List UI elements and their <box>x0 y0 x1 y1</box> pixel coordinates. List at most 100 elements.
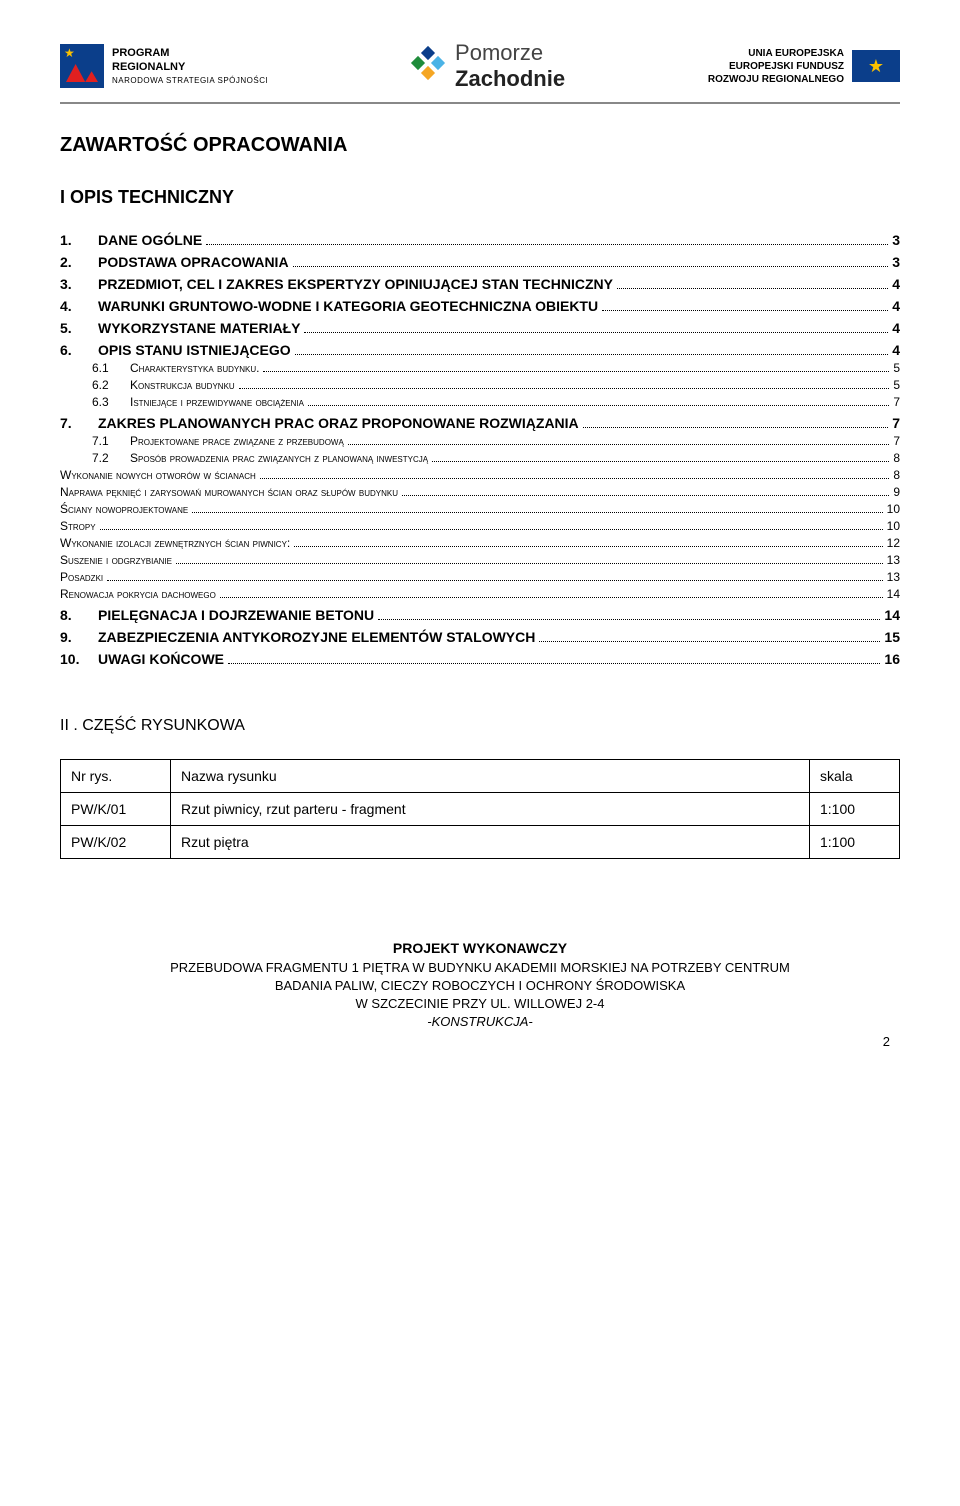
toc-entry: Ściany nowoprojektowane10 <box>60 502 900 516</box>
toc-leader-dots <box>295 354 889 355</box>
logo-left-sub: NARODOWA STRATEGIA SPÓJNOŚCI <box>112 76 268 85</box>
table-cell: PW/K/02 <box>61 826 171 859</box>
eu-line1: UNIA EUROPEJSKA <box>708 47 844 60</box>
toc-label: ZAKRES PLANOWANYCH PRAC ORAZ PROPONOWANE… <box>98 415 579 431</box>
toc-leader-dots <box>617 288 888 289</box>
footer-line3: W SZCZECINIE PRZY UL. WILLOWEJ 2-4 <box>60 995 900 1013</box>
toc-page: 8 <box>893 468 900 482</box>
table-header-scale: skala <box>810 760 900 793</box>
toc-page: 3 <box>892 232 900 248</box>
toc-page: 13 <box>887 570 900 584</box>
table-of-contents: 1.DANE OGÓLNE32.PODSTAWA OPRACOWANIA33.P… <box>60 232 900 667</box>
toc-entry: 9. ZABEZPIECZENIA ANTYKOROZYJNE ELEMENTÓW… <box>60 629 900 645</box>
toc-label: ZABEZPIECZENIA ANTYKOROZYJNE ELEMENTÓW S… <box>98 629 535 645</box>
toc-page: 9 <box>893 485 900 499</box>
table-header-nr: Nr rys. <box>61 760 171 793</box>
toc-label: OPIS STANU ISTNIEJĄCEGO <box>98 342 291 358</box>
toc-number: 3. <box>60 276 88 292</box>
logo-mid-text: Pomorze Zachodnie <box>455 40 565 92</box>
section-1-title: I OPIS TECHNICZNY <box>60 187 900 208</box>
toc-entry: 8. PIELĘGNACJA I DOJRZEWANIE BETONU 14 <box>60 607 900 623</box>
toc-entry: 1.DANE OGÓLNE3 <box>60 232 900 248</box>
table-cell: 1:100 <box>810 793 900 826</box>
toc-label: Wykonanie izolacji zewnętrznych ścian pi… <box>60 536 290 550</box>
footer-title: PROJEKT WYKONAWCZY <box>60 939 900 959</box>
toc-leader-dots <box>239 388 890 389</box>
table-header-name: Nazwa rysunku <box>171 760 810 793</box>
drawings-table: Nr rys. Nazwa rysunku skala PW/K/01 Rzut… <box>60 759 900 859</box>
toc-entry: 6.1Charakterystyka budynku.5 <box>60 361 900 375</box>
toc-number: 2. <box>60 254 88 270</box>
toc-page: 3 <box>892 254 900 270</box>
page-title: ZAWARTOŚĆ OPRACOWANIA <box>60 134 900 157</box>
toc-entry: Stropy10 <box>60 519 900 533</box>
toc-leader-dots <box>539 641 880 642</box>
toc-leader-dots <box>378 619 880 620</box>
toc-label: DANE OGÓLNE <box>98 232 202 248</box>
toc-page: 15 <box>884 629 900 645</box>
toc-leader-dots <box>304 332 888 333</box>
toc-page: 4 <box>892 320 900 336</box>
toc-page: 16 <box>884 651 900 667</box>
toc-leader-dots <box>583 427 889 428</box>
eu-flag-icon: ★ <box>852 50 900 82</box>
table-cell: Rzut piwnicy, rzut parteru - fragment <box>171 793 810 826</box>
toc-page: 8 <box>893 451 900 465</box>
toc-page: 14 <box>884 607 900 623</box>
footer-line1: PRZEBUDOWA FRAGMENTU 1 PIĘTRA W BUDYNKU … <box>60 959 900 977</box>
toc-page: 5 <box>893 378 900 392</box>
toc-entry: 5.WYKORZYSTANE MATERIAŁY4 <box>60 320 900 336</box>
logo-pomorze-zachodnie: Pomorze Zachodnie <box>411 40 565 92</box>
toc-number: 7.2 <box>92 451 120 465</box>
toc-page: 14 <box>887 587 900 601</box>
toc-leader-dots <box>308 405 889 406</box>
toc-leader-dots <box>263 371 889 372</box>
table-cell: Rzut piętra <box>171 826 810 859</box>
toc-entry: 7.2 Sposób prowadzenia prac związanych z … <box>60 451 900 465</box>
toc-page: 7 <box>892 415 900 431</box>
footer-konstrukcja: -KONSTRUKCJA- <box>60 1013 900 1031</box>
table-cell: 1:100 <box>810 826 900 859</box>
toc-label: PRZEDMIOT, CEL I ZAKRES EKSPERTYZY OPINI… <box>98 276 613 292</box>
logo-right-text: UNIA EUROPEJSKA EUROPEJSKI FUNDUSZ ROZWO… <box>708 47 844 86</box>
toc-entry: Renowacja pokrycia dachowego 14 <box>60 587 900 601</box>
footer-line2: BADANIA PALIW, CIECZY ROBOCZYCH I OCHRON… <box>60 977 900 995</box>
toc-leader-dots <box>293 266 889 267</box>
toc-label: PODSTAWA OPRACOWANIA <box>98 254 289 270</box>
page-footer: PROJEKT WYKONAWCZY PRZEBUDOWA FRAGMENTU … <box>60 939 900 1052</box>
toc-leader-dots <box>220 597 883 598</box>
pomorze-icon <box>411 48 447 84</box>
toc-page: 10 <box>887 519 900 533</box>
toc-leader-dots <box>206 244 888 245</box>
eu-line2: EUROPEJSKI FUNDUSZ <box>708 60 844 73</box>
toc-leader-dots <box>192 512 882 513</box>
toc-number: 7.1 <box>92 434 120 448</box>
toc-leader-dots <box>260 478 890 479</box>
table-header-row: Nr rys. Nazwa rysunku skala <box>61 760 900 793</box>
toc-page: 7 <box>893 434 900 448</box>
toc-label: Naprawa pęknięć i zarysowań murowanych ś… <box>60 485 398 499</box>
toc-label: PIELĘGNACJA I DOJRZEWANIE BETONU <box>98 607 374 623</box>
toc-number: 6.1 <box>92 361 120 375</box>
toc-label: Suszenie i odgrzybianie <box>60 553 172 567</box>
toc-label: Renowacja pokrycia dachowego <box>60 587 216 601</box>
toc-entry: 6.3Istniejące i przewidywane obciążenia7 <box>60 395 900 409</box>
toc-entry: Posadzki13 <box>60 570 900 584</box>
toc-entry: 10.UWAGI KOŃCOWE16 <box>60 651 900 667</box>
toc-number: 10. <box>60 651 88 667</box>
toc-number: 8. <box>60 607 88 623</box>
table-cell: PW/K/01 <box>61 793 171 826</box>
table-row: PW/K/02 Rzut piętra 1:100 <box>61 826 900 859</box>
table-row: PW/K/01 Rzut piwnicy, rzut parteru - fra… <box>61 793 900 826</box>
section-2-title: II . CZĘŚĆ RYSUNKOWA <box>60 717 900 735</box>
toc-label: WARUNKI GRUNTOWO-WODNE I KATEGORIA GEOTE… <box>98 298 598 314</box>
toc-leader-dots <box>348 444 890 445</box>
toc-page: 4 <box>892 276 900 292</box>
toc-number: 9. <box>60 629 88 645</box>
toc-entry: 4.WARUNKI GRUNTOWO-WODNE I KATEGORIA GEO… <box>60 298 900 314</box>
logo-left-line1: PROGRAM <box>112 47 268 60</box>
toc-label: Sposób prowadzenia prac związanych z pla… <box>130 451 428 465</box>
section-2: II . CZĘŚĆ RYSUNKOWA Nr rys. Nazwa rysun… <box>60 717 900 859</box>
header-logos: PROGRAM REGIONALNY NARODOWA STRATEGIA SP… <box>60 40 900 92</box>
logo-eu: UNIA EUROPEJSKA EUROPEJSKI FUNDUSZ ROZWO… <box>708 47 900 86</box>
